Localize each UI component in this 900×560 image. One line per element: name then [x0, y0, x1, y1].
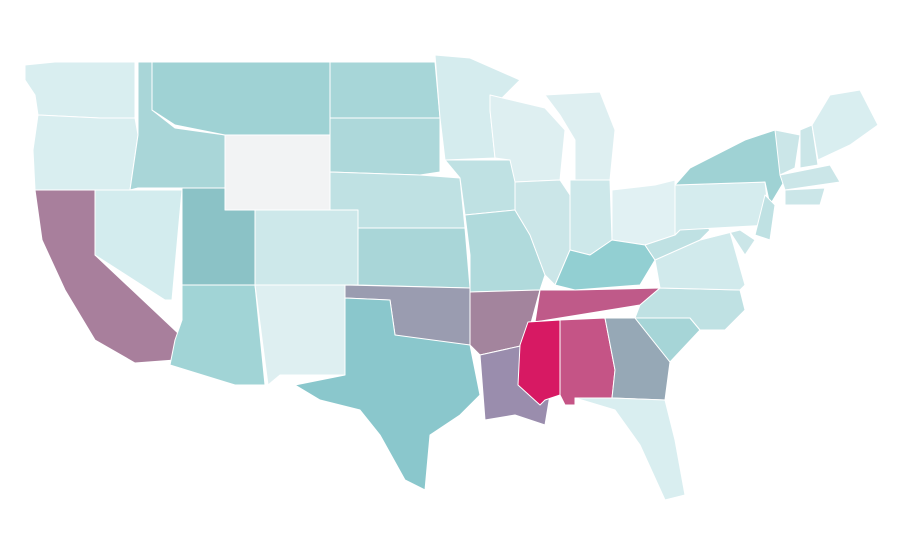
state — [811, 89, 879, 161]
state — [169, 284, 266, 386]
state — [224, 134, 331, 211]
state — [24, 61, 136, 119]
state — [357, 227, 471, 289]
state — [329, 61, 441, 119]
state — [784, 187, 826, 206]
state — [151, 61, 331, 136]
state — [779, 164, 841, 191]
state — [674, 181, 771, 236]
state — [559, 317, 616, 406]
state — [699, 229, 756, 256]
state — [294, 297, 481, 491]
state — [254, 209, 359, 286]
state — [94, 189, 183, 301]
state — [574, 397, 686, 501]
state — [32, 114, 139, 191]
state — [254, 284, 346, 386]
state — [674, 129, 786, 206]
state — [754, 194, 776, 241]
state — [611, 179, 676, 246]
state — [774, 129, 801, 176]
state — [329, 117, 441, 176]
